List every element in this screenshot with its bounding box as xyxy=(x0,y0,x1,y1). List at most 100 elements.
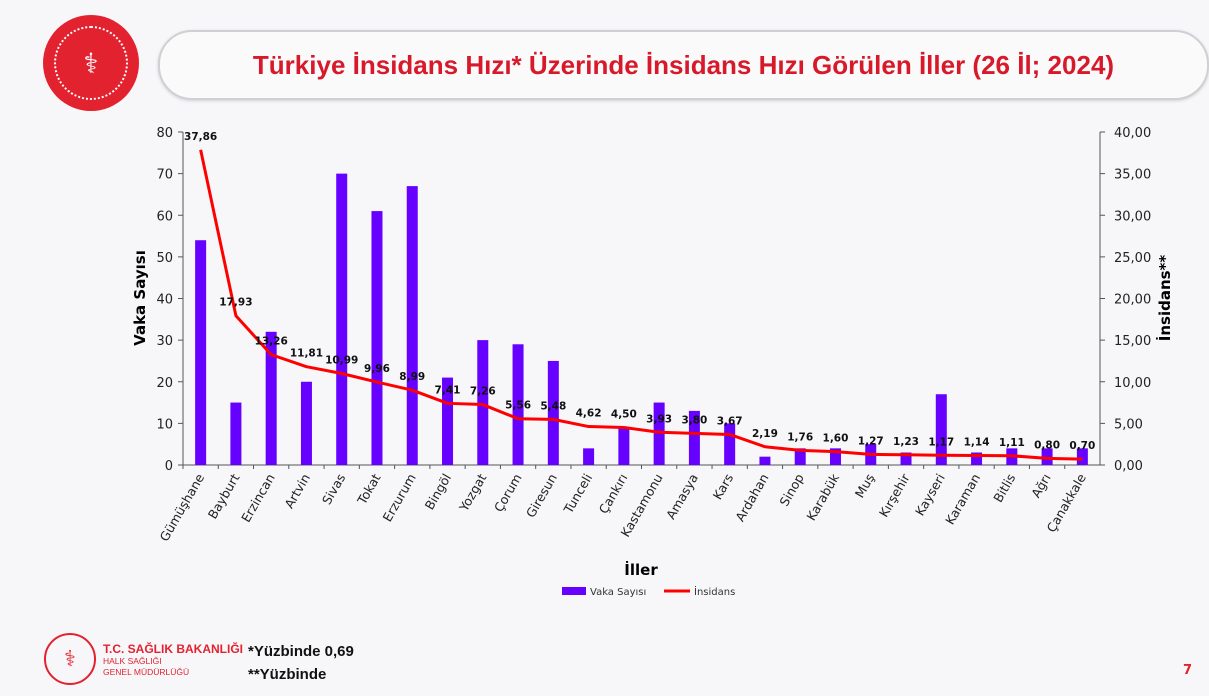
org-sub2: GENEL MÜDÜRLÜĞÜ xyxy=(103,667,190,677)
x-tick-label: Ağrı xyxy=(1028,471,1054,500)
bar-Erzincan xyxy=(265,331,277,465)
ministry-logo: ⚕ xyxy=(43,15,139,111)
incidence-data-label: 10,99 xyxy=(325,355,358,367)
incidence-data-label: 3,80 xyxy=(681,414,707,426)
bar-Bingöl xyxy=(442,377,454,465)
bar-Tokat xyxy=(371,211,383,465)
left-tick-label: 50 xyxy=(156,251,173,266)
incidence-data-label: 7,26 xyxy=(470,386,496,398)
bar-Erzurum xyxy=(406,186,418,466)
x-tick-label: Tokat xyxy=(354,471,384,508)
incidence-data-label: 3,93 xyxy=(646,413,672,425)
x-tick-label: Karabük xyxy=(803,470,842,523)
legend-line-label: İnsidans xyxy=(694,585,735,598)
incidence-data-label: 5,56 xyxy=(505,400,531,412)
incidence-data-label: 9,96 xyxy=(364,363,390,375)
left-tick-label: 0 xyxy=(165,459,173,474)
incidence-data-label: 1,60 xyxy=(823,433,849,445)
incidence-data-label: 2,19 xyxy=(752,428,778,440)
org-block: T.C. SAĞLIK BAKANLIĞI HALK SAĞLIĞI GENEL… xyxy=(103,642,243,678)
footer-ministry-logo: ⚕ xyxy=(44,633,96,685)
x-tick-label: Çankırı xyxy=(596,471,631,516)
right-tick-label: 20,00 xyxy=(1114,293,1151,308)
left-tick-label: 40 xyxy=(156,293,173,308)
left-tick-label: 60 xyxy=(156,209,173,224)
x-tick-label: Muş xyxy=(852,471,878,500)
incidence-data-label: 7,41 xyxy=(435,384,461,396)
left-tick-label: 30 xyxy=(156,334,173,349)
legend-bar-label: Vaka Sayısı xyxy=(590,587,646,598)
x-tick-label: Gümüşhane xyxy=(157,471,208,544)
bar-Çanakkale xyxy=(1076,448,1088,465)
right-tick-label: 15,00 xyxy=(1114,334,1151,349)
bar-Artvin xyxy=(300,381,312,465)
incidence-data-label: 8,99 xyxy=(399,371,425,383)
incidence-data-label: 13,26 xyxy=(255,336,288,348)
footnote-1: *Yüzbinde 0,69 xyxy=(248,643,354,660)
page-title: Türkiye İnsidans Hızı* Üzerinde İnsidans… xyxy=(252,49,1115,80)
incidence-data-label: 1,17 xyxy=(928,436,954,448)
incidence-data-label: 3,67 xyxy=(717,415,743,427)
x-tick-label: Bayburt xyxy=(205,471,243,521)
incidence-data-label: 17,93 xyxy=(219,297,252,309)
x-axis-title: İller xyxy=(624,560,658,579)
bar-Çankırı xyxy=(618,427,630,465)
x-tick-label: Bitlis xyxy=(990,471,1018,505)
incidence-data-label: 1,11 xyxy=(999,437,1025,449)
x-tick-label: Kırşehir xyxy=(876,470,913,519)
bar-Giresun xyxy=(547,360,559,465)
incidence-data-label: 0,80 xyxy=(1034,439,1060,451)
right-tick-label: 0,00 xyxy=(1114,459,1143,474)
y-axis-title: Vaka Sayısı xyxy=(131,250,149,346)
left-tick-label: 10 xyxy=(156,417,173,432)
x-tick-label: Sivas xyxy=(319,471,348,507)
incidence-data-label: 37,86 xyxy=(184,131,217,143)
legend-bar-swatch xyxy=(562,587,586,595)
left-tick-label: 70 xyxy=(156,168,173,183)
right-tick-label: 30,00 xyxy=(1114,209,1151,224)
bar-Kırşehir xyxy=(900,452,912,465)
bar-Bayburt xyxy=(230,402,242,465)
bar-Gümüşhane xyxy=(195,240,207,465)
x-tick-label: Kars xyxy=(710,471,737,502)
incidence-data-label: 1,14 xyxy=(964,437,990,449)
x-tick-label: Giresun xyxy=(523,471,560,520)
left-tick-label: 20 xyxy=(156,376,173,391)
right-tick-label: 40,00 xyxy=(1114,126,1151,141)
right-tick-label: 5,00 xyxy=(1114,417,1143,432)
incidence-data-label: 0,70 xyxy=(1069,440,1095,452)
right-tick-label: 25,00 xyxy=(1114,251,1151,266)
bar-Sinop xyxy=(794,448,806,465)
x-tick-label: Kayseri xyxy=(912,471,948,518)
x-tick-label: Erzurum xyxy=(379,471,418,524)
x-tick-label: Artvin xyxy=(281,471,313,511)
incidence-data-label: 1,76 xyxy=(787,431,813,443)
right-tick-label: 35,00 xyxy=(1114,168,1151,183)
title-banner: Türkiye İnsidans Hızı* Üzerinde İnsidans… xyxy=(158,30,1209,100)
incidence-data-label: 4,62 xyxy=(576,408,602,420)
x-tick-label: Yozgat xyxy=(456,471,490,515)
page-number: 7 xyxy=(1183,663,1193,678)
x-tick-label: Bingöl xyxy=(422,471,455,512)
bar-Karaman xyxy=(971,452,983,465)
bar-Kayseri xyxy=(935,394,947,465)
caduceus-icon: ⚕ xyxy=(54,26,128,100)
incidence-data-label: 11,81 xyxy=(290,348,323,360)
bar-Amasya xyxy=(688,410,700,465)
bar-Ardahan xyxy=(759,456,771,465)
org-name: T.C. SAĞLIK BAKANLIĞI xyxy=(103,642,243,656)
incidence-data-label: 1,23 xyxy=(893,436,919,448)
bar-Kars xyxy=(724,423,736,465)
left-tick-label: 80 xyxy=(156,126,173,141)
y2-axis-title: İnsidans** xyxy=(1155,255,1174,342)
incidence-data-label: 4,50 xyxy=(611,409,637,421)
x-tick-label: Tunceli xyxy=(560,471,595,517)
bar-Tunceli xyxy=(583,448,595,465)
bar-Çorum xyxy=(512,344,524,465)
bar-Karabük xyxy=(829,448,841,465)
incidence-data-label: 1,27 xyxy=(858,435,884,447)
footnote-2: **Yüzbinde xyxy=(248,666,327,683)
bar-Yozgat xyxy=(477,340,489,465)
x-tick-label: Amasya xyxy=(663,471,701,522)
incidence-line xyxy=(199,149,1083,461)
